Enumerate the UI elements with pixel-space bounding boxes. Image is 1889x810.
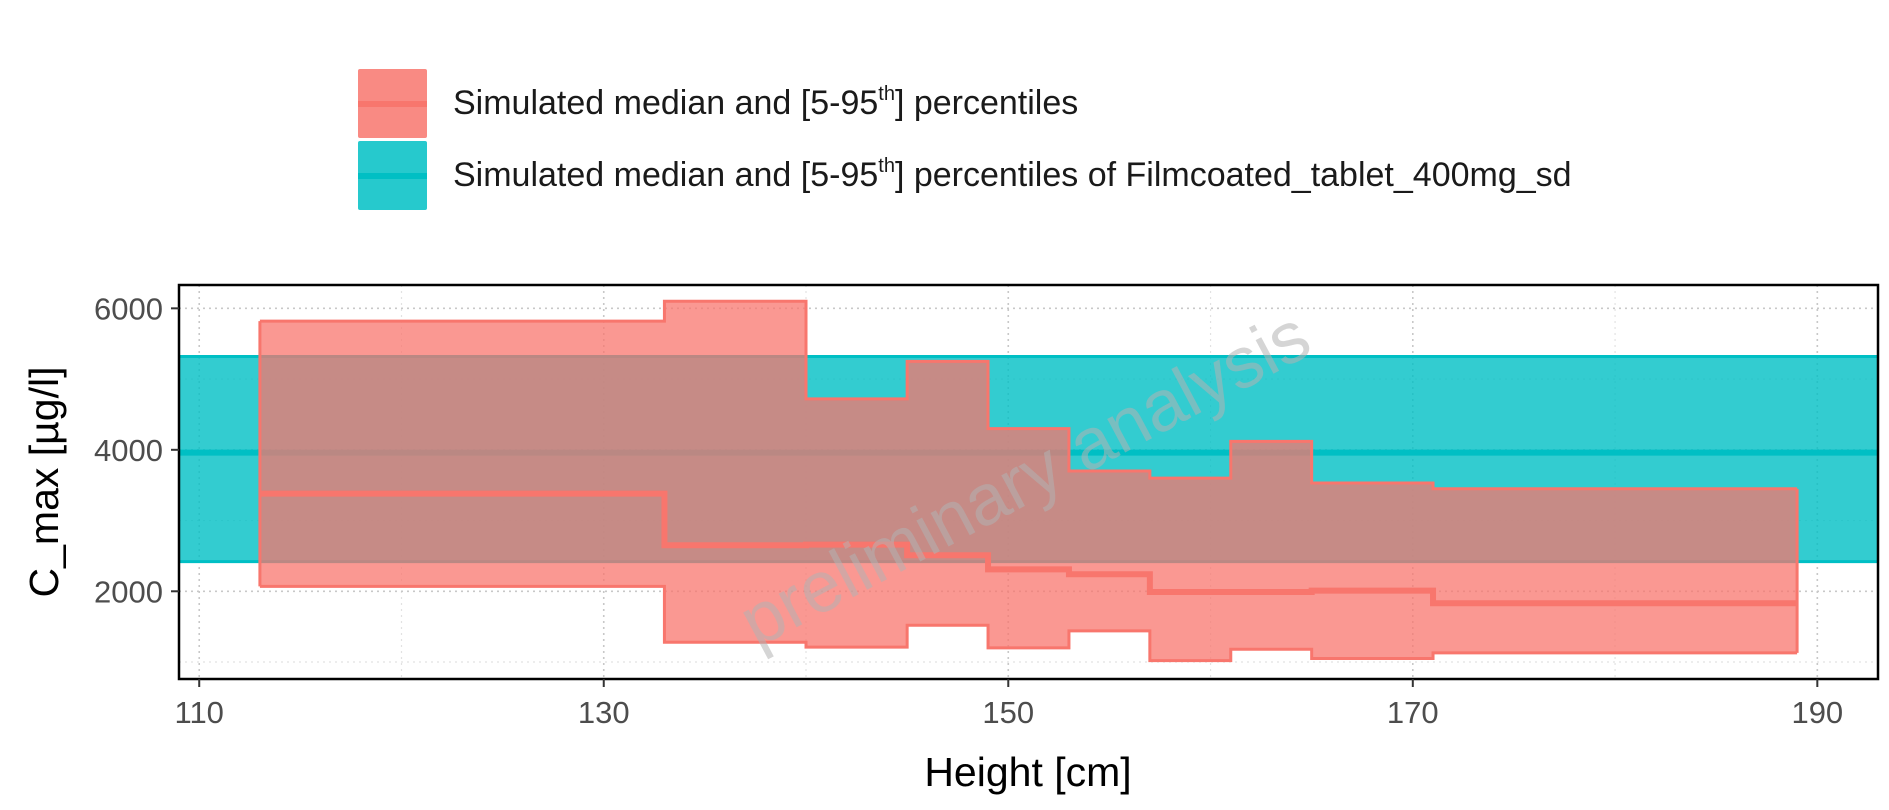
y-tick-label-2: 6000 bbox=[94, 291, 163, 326]
axis-ticks: 110 130 150 170 190 2000 4000 6000 bbox=[94, 291, 1843, 730]
simulated-p95-line bbox=[259, 299, 1798, 491]
legend-label-reference-pre: Simulated median and [5-95 bbox=[453, 156, 879, 194]
legend-key-reference bbox=[357, 140, 429, 212]
x-tick-label-3: 170 bbox=[1387, 695, 1439, 730]
y-axis-title: C_max [µg/l] bbox=[21, 367, 67, 598]
legend-key-simulated bbox=[357, 68, 429, 140]
legend-label-reference-sup: th bbox=[878, 155, 895, 177]
panel-border bbox=[177, 283, 1880, 681]
y-tick-label-0: 2000 bbox=[94, 574, 163, 609]
simulated-p5-line bbox=[259, 584, 1798, 663]
y-tick-label-1: 4000 bbox=[94, 433, 163, 468]
legend-label-simulated-sup: th bbox=[878, 83, 895, 105]
legend-label-simulated-post: ] percentiles bbox=[894, 84, 1079, 122]
legend-line-reference bbox=[358, 173, 427, 179]
legend-line-simulated bbox=[358, 101, 427, 107]
legend-label-reference-post: ] percentiles of Filmcoated_tablet_400mg… bbox=[894, 156, 1572, 194]
x-tick-label-4: 190 bbox=[1791, 695, 1843, 730]
legend-label-simulated: Simulated median and [5-95th] percentile… bbox=[453, 84, 1078, 122]
legend-label-reference: Simulated median and [5-95th] percentile… bbox=[453, 156, 1572, 194]
simulated-median-line bbox=[259, 490, 1798, 607]
x-tick-label-0: 110 bbox=[175, 695, 224, 730]
x-axis-title: Height [cm] bbox=[924, 749, 1131, 795]
legend-label-simulated-pre: Simulated median and [5-95 bbox=[453, 84, 879, 122]
simulated-band bbox=[258, 299, 1799, 663]
x-tick-label-2: 150 bbox=[982, 695, 1034, 730]
simulated-band-area bbox=[259, 301, 1798, 661]
x-tick-label-1: 130 bbox=[578, 695, 630, 730]
